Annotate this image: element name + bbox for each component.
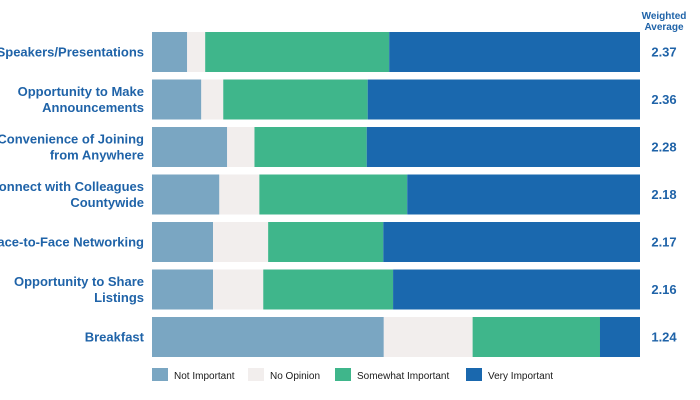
- weighted-average-value: 2.36: [651, 92, 676, 107]
- bar-segment: [213, 222, 269, 262]
- bar-segment: [152, 317, 384, 357]
- bar-segment: [259, 174, 408, 215]
- bar-segment: [389, 32, 640, 72]
- bars-group: [152, 32, 640, 357]
- weighted-average-value: 1.24: [651, 330, 677, 345]
- bar-segment: [152, 32, 188, 72]
- weighted-average-header-line: Average: [644, 22, 684, 33]
- bar-segment: [366, 127, 640, 167]
- category-label: from Anywhere: [50, 148, 144, 163]
- bar-segment: [152, 222, 213, 262]
- legend-label: Somewhat Important: [357, 371, 449, 382]
- bar-segment: [213, 269, 264, 310]
- weighted-average-value: 2.28: [651, 140, 676, 155]
- bar-segment: [393, 269, 640, 310]
- bar-segment: [268, 222, 384, 262]
- bar-segment: [201, 79, 224, 120]
- category-label: Convenience of Joining: [0, 132, 144, 147]
- bar-segment: [472, 317, 600, 357]
- legend-swatch: [466, 368, 482, 381]
- bar-segment: [383, 317, 473, 357]
- legend-swatch: [248, 368, 264, 381]
- legend: Not Important No Opinion Somewhat Importan…: [152, 368, 553, 382]
- bar-segment: [187, 32, 206, 72]
- bar-segment: [152, 174, 220, 215]
- legend-label: Not Important: [174, 371, 235, 382]
- bar-segment: [152, 269, 213, 310]
- weighted-average-header-line: Weighted: [642, 11, 687, 22]
- weighted-average-value: 2.17: [651, 235, 676, 250]
- weighted-average-values: 2.37 2.36 2.28 2.18 2.17 2.16 1.24: [651, 45, 677, 345]
- bar-segment: [407, 174, 640, 215]
- bar-segment: [205, 32, 390, 72]
- bar-segment: [152, 127, 228, 167]
- weighted-average-value: 2.16: [651, 282, 676, 297]
- weighted-average-value: 2.37: [651, 45, 676, 60]
- bar-segment: [254, 127, 367, 167]
- category-label: Opportunity to Make: [18, 84, 144, 99]
- category-label: Face-to-Face Networking: [0, 235, 144, 250]
- legend-label: Very Important: [488, 371, 553, 382]
- legend-swatch: [335, 368, 351, 381]
- bar-segment: [599, 317, 640, 357]
- bar-segment: [367, 79, 640, 120]
- bar-segment: [223, 79, 368, 120]
- category-label: Countywide: [70, 195, 144, 210]
- category-label: Listings: [94, 290, 144, 305]
- bar-segment: [227, 127, 255, 167]
- category-labels: Speakers/Presentations Opportunity to Mak…: [0, 45, 145, 345]
- legend-label: No Opinion: [270, 371, 320, 382]
- category-label: Opportunity to Share: [14, 274, 144, 289]
- bar-segment: [383, 222, 640, 262]
- bar-segment: [263, 269, 394, 310]
- category-label: Connect with Colleagues: [0, 179, 144, 194]
- category-label: Speakers/Presentations: [0, 45, 144, 60]
- bar-segment: [219, 174, 260, 215]
- category-label: Announcements: [42, 100, 144, 115]
- category-label: Breakfast: [85, 330, 145, 345]
- legend-swatch: [152, 368, 168, 381]
- weighted-average-value: 2.18: [651, 187, 676, 202]
- bar-segment: [152, 79, 202, 120]
